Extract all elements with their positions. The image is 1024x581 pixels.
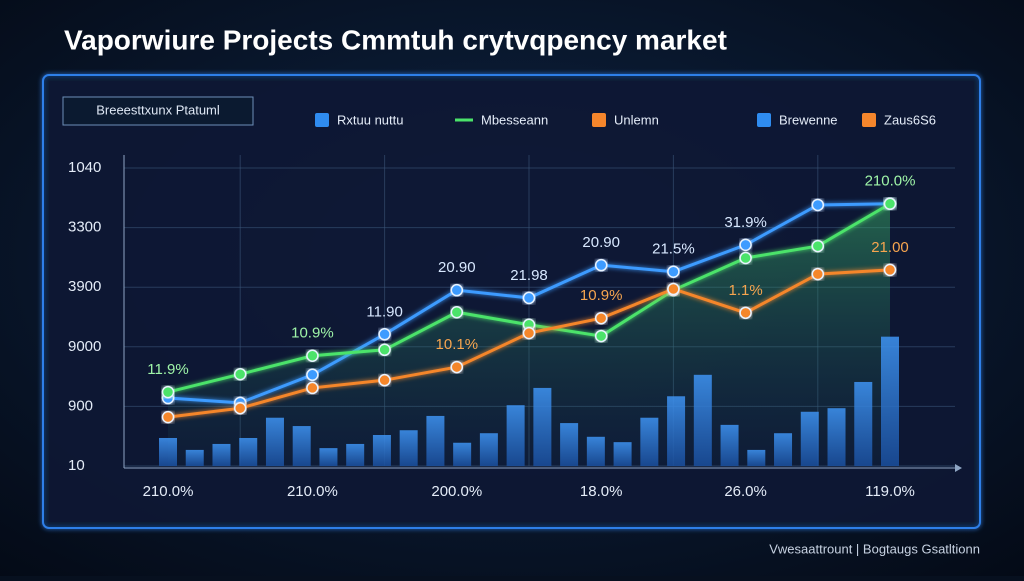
point: [883, 197, 897, 211]
bar: [479, 433, 498, 466]
bar: [212, 443, 231, 466]
value-label: 11.90: [366, 303, 402, 320]
value-label: 21.98: [510, 267, 548, 284]
bar: [346, 443, 365, 466]
bar: [265, 417, 284, 466]
legend-label: Brewenne: [779, 112, 838, 127]
bar: [399, 430, 418, 466]
bar: [319, 448, 338, 466]
y-tick-label: 1040: [68, 159, 101, 176]
legend-label: Rxtuu nuttu: [337, 112, 404, 127]
point: [811, 198, 825, 212]
bar: [800, 411, 819, 466]
bar: [774, 433, 793, 466]
bar: [667, 396, 686, 466]
value-label: 1.1%: [728, 282, 762, 299]
plot: 10 900 9000 3900 3300 1040 210.0% 210.0% 200.0% 1…: [68, 155, 962, 500]
point: [306, 349, 319, 362]
bar: [854, 381, 873, 466]
subtitle-box: [62, 96, 254, 126]
y-tick-label: 9000: [68, 338, 101, 355]
value-label: 31.9%: [724, 214, 767, 231]
legend-label: Mbesseann: [481, 112, 548, 127]
bar: [827, 408, 846, 466]
point: [233, 367, 247, 381]
value-label: 20.90: [438, 259, 476, 276]
value-label: 10.9%: [580, 287, 623, 304]
legend-swatch: [757, 113, 771, 127]
bar: [586, 436, 605, 466]
bar: [372, 435, 391, 466]
point: [378, 343, 391, 357]
x-tick-label: 200.0%: [431, 483, 482, 500]
bar: [533, 387, 552, 466]
point: [161, 410, 175, 424]
bar: [426, 415, 445, 466]
bar: [640, 417, 659, 466]
value-label: 20.90: [582, 234, 620, 251]
point: [739, 238, 752, 252]
legend-swatch: [592, 113, 606, 127]
point: [378, 373, 391, 387]
bar: [881, 336, 899, 466]
bar: [693, 374, 712, 466]
point: [594, 311, 608, 325]
point: [883, 263, 897, 277]
point: [594, 258, 608, 272]
subtitle: Breeesttxunx Ptatuml: [96, 102, 220, 117]
bar: [613, 442, 632, 466]
point: [161, 385, 175, 399]
point: [667, 282, 680, 296]
point: [233, 401, 247, 415]
point: [667, 265, 680, 278]
point: [739, 251, 752, 265]
point: [811, 239, 825, 253]
point: [522, 326, 536, 340]
point: [450, 283, 464, 297]
bar: [239, 437, 258, 466]
point: [306, 381, 319, 395]
bar: [185, 449, 204, 466]
x-tick-label: 26.0%: [724, 483, 767, 500]
x-tick-label: 119.0%: [865, 483, 915, 500]
value-label: 10.9%: [291, 325, 334, 342]
point: [306, 368, 319, 382]
legend-swatch: [862, 113, 876, 127]
bar: [720, 424, 739, 466]
x-tick-label: 210.0%: [287, 483, 338, 500]
bar: [560, 423, 579, 466]
bar: [506, 405, 525, 466]
y-tick-label: 3300: [68, 219, 101, 236]
point: [450, 360, 464, 374]
point: [522, 291, 536, 305]
legend-label: Zaus6S6: [884, 112, 936, 127]
bar: [159, 437, 177, 466]
legend-label: Unlemn: [614, 112, 659, 127]
point: [594, 329, 608, 343]
y-tick-label: 3900: [68, 278, 101, 295]
value-label: 210.0%: [865, 173, 916, 190]
value-label: 21.00: [871, 239, 909, 256]
point: [739, 306, 752, 320]
point: [811, 267, 825, 281]
y-tick-label: 900: [68, 397, 93, 414]
x-tick-label: 18.0%: [580, 483, 623, 500]
bar: [453, 442, 472, 466]
value-label: 21.5%: [652, 241, 695, 258]
x-tick-label: 210.0%: [143, 483, 194, 500]
legend: Rxtuu nuttu Mbesseann Unlemn Brewenne Zaus6S…: [315, 112, 936, 127]
value-label: 11.9%: [147, 361, 188, 378]
point: [450, 305, 464, 319]
bar: [747, 449, 766, 466]
value-label: 10.1%: [436, 336, 479, 353]
point: [378, 328, 391, 341]
x-axis-arrow: [955, 464, 962, 472]
legend-swatch: [315, 113, 329, 127]
title: Vaporwiure Projects Cmmtuh crytvqpency m…: [64, 24, 727, 55]
bar: [292, 426, 311, 466]
footer: Vwesaattrount | Bogtaugs Gsatltionn: [769, 541, 980, 556]
y-tick-label: 10: [68, 457, 85, 474]
